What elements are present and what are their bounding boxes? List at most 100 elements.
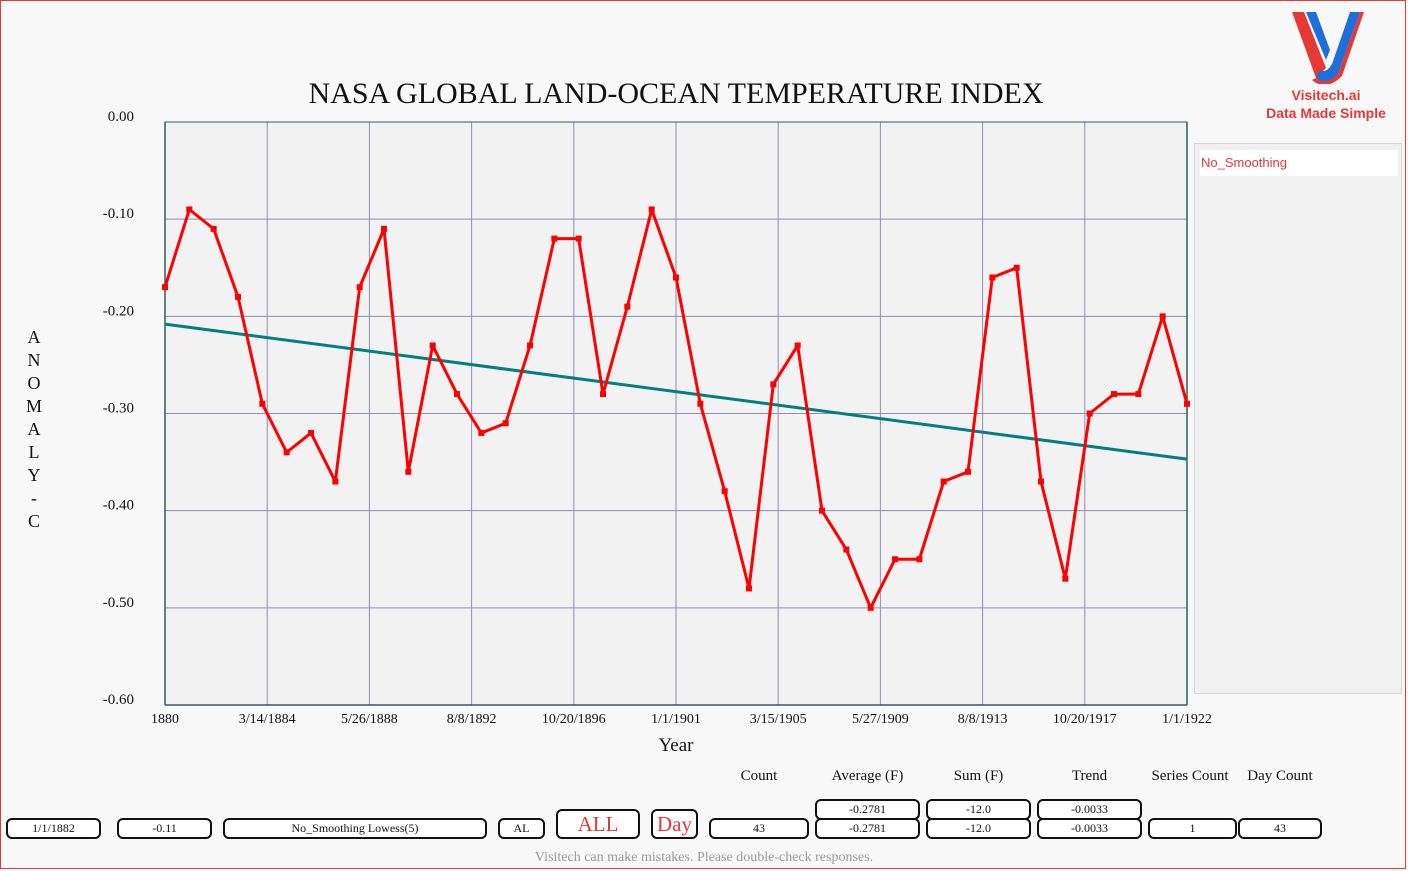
data-point[interactable] xyxy=(259,400,266,407)
x-tick-label: 1/1/1901 xyxy=(651,712,701,727)
series-layer xyxy=(162,206,1190,611)
data-point[interactable] xyxy=(721,488,728,495)
data-point[interactable] xyxy=(989,274,996,281)
day-button[interactable]: Day xyxy=(651,809,698,839)
data-point[interactable] xyxy=(429,342,436,349)
sum-header: Sum (F) xyxy=(953,768,1004,784)
data-point[interactable] xyxy=(356,284,363,291)
x-tick-label: 8/8/1892 xyxy=(447,712,497,727)
sum-field: -12.0 xyxy=(926,818,1031,839)
y-axis-label-letter: A xyxy=(27,419,41,439)
day-count-field: 43 xyxy=(1238,818,1322,839)
data-point[interactable] xyxy=(624,303,631,310)
data-point[interactable] xyxy=(1111,391,1117,398)
legend-item-no-smoothing[interactable]: No_Smoothing xyxy=(1200,150,1398,176)
data-point[interactable] xyxy=(1013,264,1020,271)
al-field[interactable]: AL xyxy=(498,818,545,839)
y-axis-label-letter: L xyxy=(28,442,40,462)
data-point[interactable] xyxy=(210,225,217,232)
data-point[interactable] xyxy=(892,556,898,563)
average-secondary-field: -0.2781 xyxy=(815,799,920,820)
data-point[interactable] xyxy=(697,400,704,407)
count-header: Count xyxy=(740,768,778,784)
y-axis-label-letter: M xyxy=(25,396,42,416)
data-point[interactable] xyxy=(1086,410,1093,417)
data-point[interactable] xyxy=(1038,478,1044,485)
y-axis-label-letter: C xyxy=(27,511,40,531)
data-point[interactable] xyxy=(381,225,387,232)
data-point[interactable] xyxy=(308,429,314,436)
y-tick-label: -0.20 xyxy=(103,303,134,319)
data-point[interactable] xyxy=(1062,575,1069,582)
x-axis-ticks: 1880 3/14/1884 5/26/1888 8/8/1892 10/20/1896… xyxy=(151,712,1212,727)
data-point[interactable] xyxy=(332,478,339,485)
data-point[interactable] xyxy=(235,293,241,300)
logo-name: Visitech.ai xyxy=(1291,87,1361,103)
visitech-v-icon xyxy=(1292,12,1364,84)
x-tick-label: 5/26/1888 xyxy=(341,712,398,727)
data-point[interactable] xyxy=(1159,313,1166,320)
trend-field: -0.0033 xyxy=(1037,818,1142,839)
x-axis-label: Year xyxy=(658,735,694,756)
data-point[interactable] xyxy=(478,429,485,436)
y-tick-label: -0.50 xyxy=(103,595,134,611)
average-field: -0.2781 xyxy=(815,818,920,839)
grid-lines xyxy=(165,122,1187,705)
data-point[interactable] xyxy=(940,478,947,485)
x-tick-label: 3/15/1905 xyxy=(750,712,807,727)
y-axis-label-letter: Y xyxy=(27,465,41,485)
y-tick-label: 0.00 xyxy=(108,109,134,125)
x-tick-label: 10/20/1896 xyxy=(542,712,606,727)
data-point[interactable] xyxy=(916,556,923,563)
trend-secondary-field: -0.0033 xyxy=(1037,799,1142,820)
day-count-header: Day Count xyxy=(1247,768,1313,784)
data-point[interactable] xyxy=(1184,400,1190,407)
data-point[interactable] xyxy=(575,235,582,242)
data-point[interactable] xyxy=(405,468,412,475)
smoothing-select[interactable]: No_Smoothing Lowess(5) xyxy=(223,818,487,839)
y-axis-label-letter: N xyxy=(27,350,41,370)
x-tick-label: 5/27/1909 xyxy=(852,712,909,727)
data-point[interactable] xyxy=(867,604,874,611)
data-point[interactable] xyxy=(454,391,460,398)
data-point[interactable] xyxy=(162,284,168,291)
x-tick-label: 1/1/1922 xyxy=(1162,712,1212,727)
data-point[interactable] xyxy=(600,391,606,398)
data-point[interactable] xyxy=(673,274,679,281)
visitech-logo: Visitech.ai Data Made Simple xyxy=(1256,8,1396,128)
trend-line xyxy=(164,322,1188,461)
data-point[interactable] xyxy=(843,546,850,553)
value-field[interactable]: -0.11 xyxy=(117,818,212,839)
data-point[interactable] xyxy=(794,342,801,349)
chart-title: NASA GLOBAL LAND-OCEAN TEMPERATURE INDEX xyxy=(308,77,1044,110)
data-point[interactable] xyxy=(819,507,825,514)
count-field: 43 xyxy=(709,818,809,839)
data-point[interactable] xyxy=(1135,391,1142,398)
legend-panel: No_Smoothing xyxy=(1194,143,1402,694)
data-point[interactable] xyxy=(283,449,290,456)
data-point[interactable] xyxy=(965,468,971,475)
y-tick-label: -0.40 xyxy=(103,498,134,514)
series-count-field: 1 xyxy=(1148,818,1237,839)
data-point[interactable] xyxy=(648,206,655,213)
data-point[interactable] xyxy=(527,342,533,349)
data-point[interactable] xyxy=(770,381,777,388)
y-axis-label-letter: A xyxy=(27,327,41,347)
data-point[interactable] xyxy=(746,585,752,592)
series-count-header: Series Count xyxy=(1151,768,1229,784)
data-point[interactable] xyxy=(551,235,558,242)
y-axis-label-letter: O xyxy=(27,373,41,393)
date-field[interactable]: 1/1/1882 xyxy=(6,818,101,839)
logo-tagline: Data Made Simple xyxy=(1266,105,1386,121)
all-button[interactable]: ALL xyxy=(556,809,640,839)
average-header: Average (F) xyxy=(831,768,904,784)
x-tick-label: 8/8/1913 xyxy=(958,712,1008,727)
data-point[interactable] xyxy=(186,206,193,213)
x-tick-label: 1880 xyxy=(151,712,179,727)
disclaimer-text: Visitech can make mistakes. Please doubl… xyxy=(534,850,874,865)
sum-secondary-field: -12.0 xyxy=(926,799,1031,820)
data-point[interactable] xyxy=(502,420,509,427)
y-tick-label: -0.10 xyxy=(103,206,134,222)
